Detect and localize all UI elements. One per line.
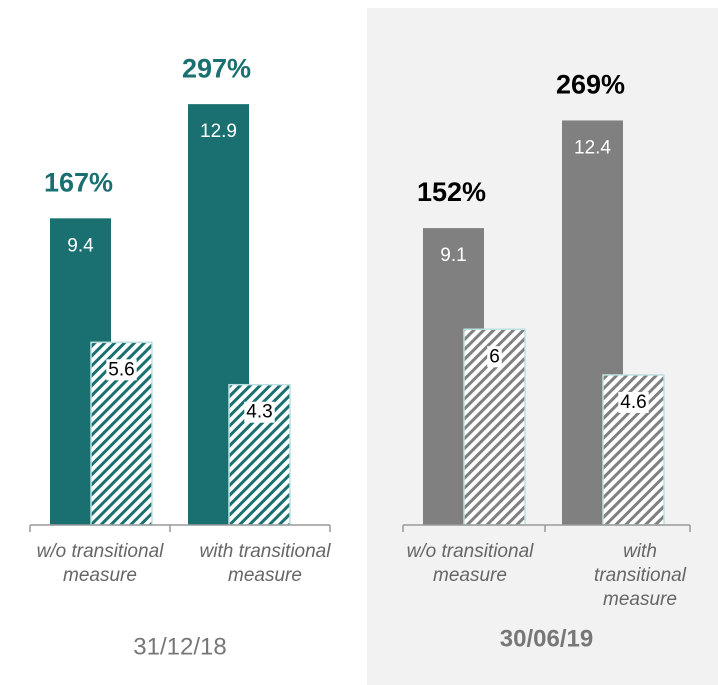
category-box: with transitional measure	[199, 541, 331, 586]
value-label: 5.6	[108, 359, 134, 380]
label-bg	[106, 359, 137, 381]
x-tick-label: w/o transitional measure	[406, 541, 534, 586]
category-box: w/o transitional measure	[36, 541, 164, 586]
ratio-annotation: 297%	[182, 53, 251, 83]
value-label: 4.6	[620, 392, 646, 413]
label-bg	[487, 346, 502, 368]
chart-title: 30/06/19	[500, 625, 593, 652]
value-label: 9.4	[67, 235, 94, 256]
ratio-annotation: 269%	[556, 70, 625, 100]
value-label: 9.1	[440, 245, 466, 266]
x-tick-label: with transitional measure	[594, 541, 686, 610]
x-tick-label: with transitional measure	[199, 541, 331, 586]
ratio-annotation: 167%	[44, 167, 113, 197]
value-label: 12.4	[574, 137, 611, 158]
category-box: w/o transitional measure	[406, 541, 534, 586]
ratio-annotation: 152%	[417, 177, 486, 207]
value-label: 4.3	[246, 402, 272, 423]
value-label: 6	[489, 346, 500, 367]
category-box: with transitional measure	[594, 541, 686, 610]
value-label: 12.9	[200, 121, 237, 142]
chart-title: 31/12/18	[133, 633, 226, 660]
label-bg	[244, 401, 275, 423]
x-tick-label: w/o transitional measure	[36, 541, 164, 586]
label-bg	[618, 391, 649, 413]
